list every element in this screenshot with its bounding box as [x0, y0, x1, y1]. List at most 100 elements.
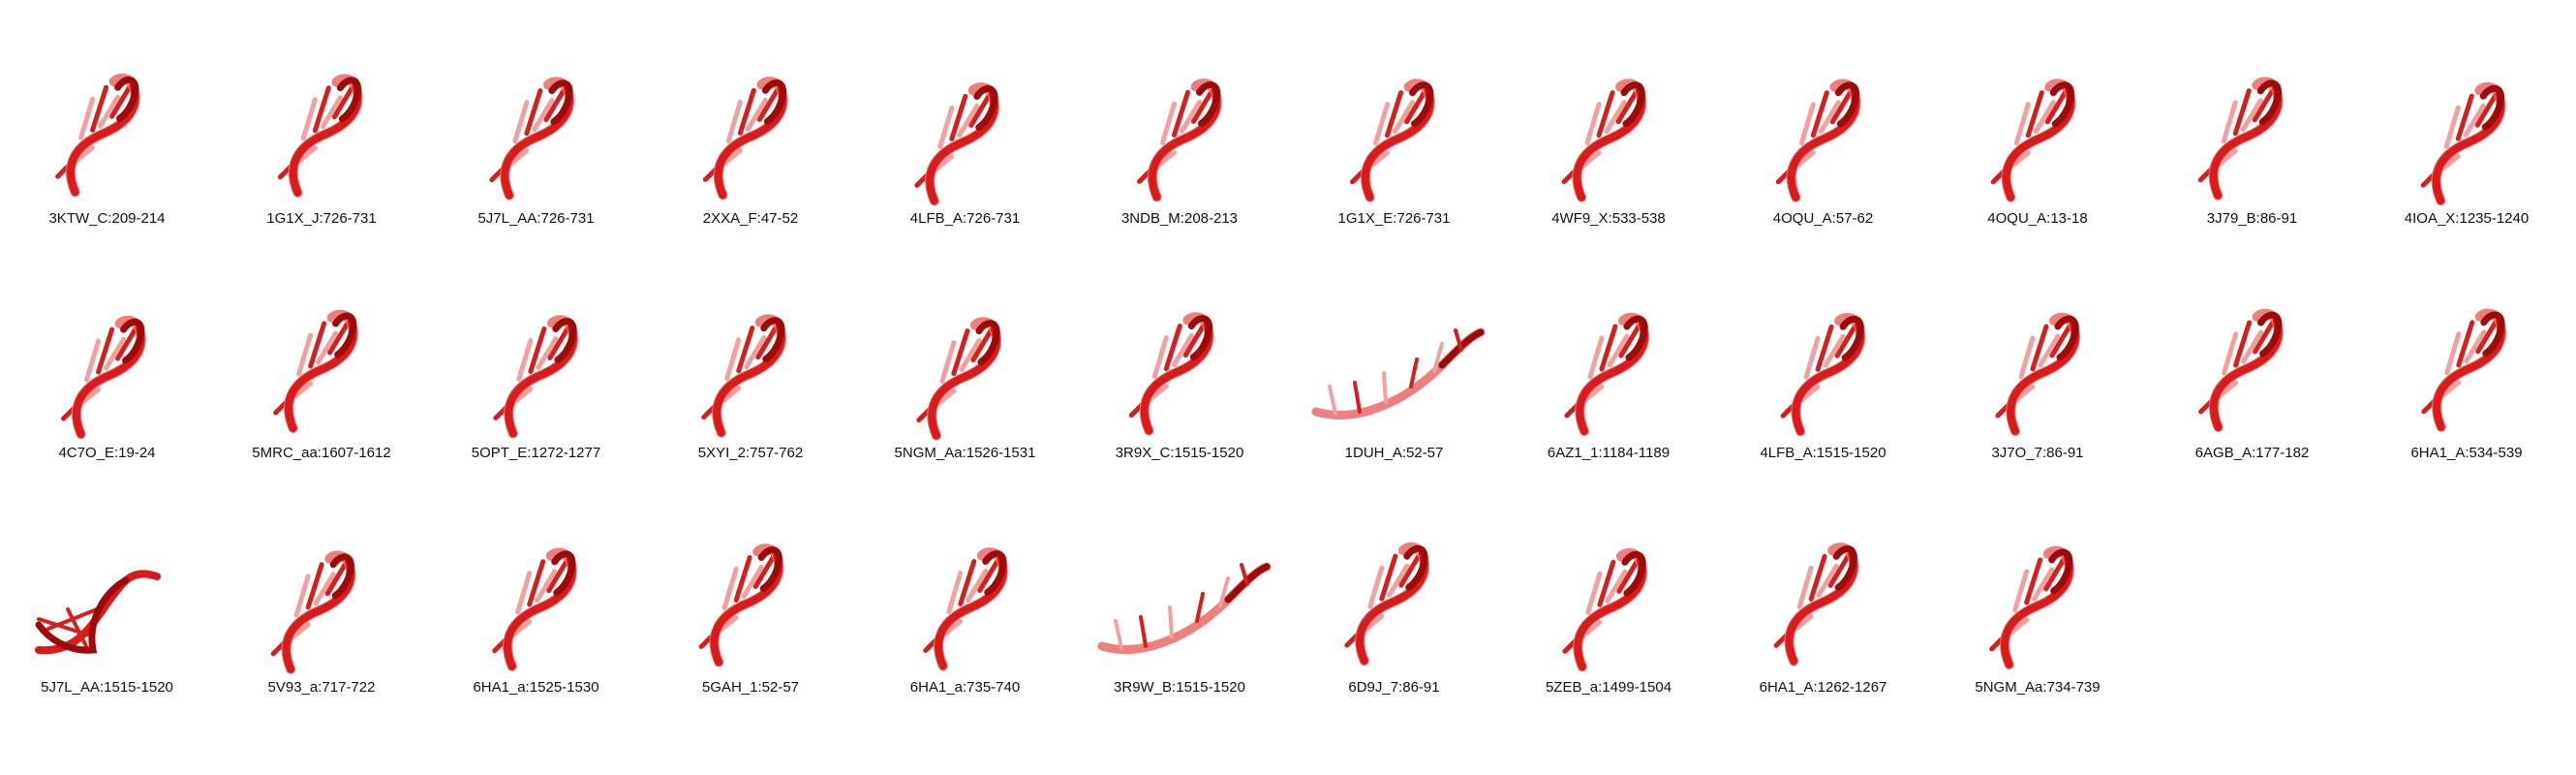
structure-label: 6AZ1_1:1184-1189 [1547, 445, 1671, 461]
base-stick [115, 326, 138, 361]
rna-backbone-icon [700, 314, 786, 438]
structure-cell: 4IOA_X:1235-1240 [2360, 0, 2574, 227]
base-stick [1163, 324, 1182, 372]
backbone-tube [331, 312, 356, 358]
base-stick [2042, 557, 2066, 592]
structure-label: 6D9J_7:86-91 [1348, 679, 1440, 696]
backbone-tube [1438, 328, 1485, 369]
structure-cell: 5NGM_Aa:734-739 [1931, 469, 2145, 696]
structure-cell: 3J79_B:86-91 [2145, 0, 2359, 227]
structure-cell: 2XXA_F:47-52 [644, 0, 858, 227]
base-stick [546, 559, 569, 594]
structure-label: 4LFB_A:1515-1520 [1760, 445, 1886, 461]
backbone-tube [336, 77, 361, 123]
base-stick [1432, 342, 1444, 373]
base-stick [977, 558, 1000, 593]
structure-cell: 5NGM_Aa:1526-1531 [858, 234, 1072, 461]
backbone-tube [1311, 327, 1486, 419]
base-stick [2455, 93, 2474, 141]
base-stick [295, 332, 313, 377]
base-stick [1615, 90, 1639, 125]
base-stick [1179, 99, 1202, 134]
base-stick [1584, 102, 1602, 146]
base-stick [98, 94, 121, 129]
base-stick [547, 326, 570, 360]
base-stick [1171, 89, 1190, 138]
backbone-tube [2257, 311, 2283, 357]
base-stick [2240, 98, 2263, 133]
structure-cell: 5J7L_AA:1515-1520 [0, 469, 214, 696]
base-stick [2017, 335, 2035, 380]
base-stick [1815, 324, 1834, 372]
base-stick [516, 337, 534, 382]
structure-cell: 6AGB_A:177-182 [2145, 234, 2359, 461]
base-stick [1827, 553, 1851, 588]
base-stick [331, 85, 354, 120]
structure-cell: 6AZ1_1:1184-1189 [1502, 234, 1716, 461]
base-stick [946, 570, 964, 614]
backbone-tube [551, 550, 576, 597]
base-stick [293, 574, 311, 618]
structure-label: 6AGB_A:177-182 [2194, 445, 2310, 461]
structure-cell: 4LFB_A:1515-1520 [1716, 234, 1930, 461]
structure-label: 1G1X_J:726-731 [266, 210, 377, 227]
base-stick [2221, 100, 2238, 144]
structure-label: 2XXA_F:47-52 [702, 210, 799, 227]
rna-backbone-icon [493, 315, 578, 439]
backbone-tube [761, 79, 786, 125]
base-stick [2474, 93, 2498, 128]
backbone-tube [1834, 81, 1859, 128]
rna-backbone-icon [914, 82, 999, 206]
structure-label: 4LFB_A:726-731 [909, 210, 1021, 227]
structure-cell: 5OPT_E:1272-1277 [429, 234, 643, 461]
structure-cell: 5J7L_AA:726-731 [429, 0, 643, 227]
backbone-tube [2047, 548, 2072, 595]
rna-backbone-icon [1128, 312, 1213, 436]
structure-label: 6HA1_a:1525-1530 [473, 679, 599, 696]
backbone-tube [1620, 551, 1646, 597]
structure-label: 3NDB_M:208-213 [1120, 210, 1239, 227]
backbone-tube [1409, 81, 1434, 128]
base-stick [1617, 324, 1641, 358]
base-stick [2241, 329, 2264, 364]
rna-backbone-icon [1990, 78, 2075, 202]
rna-backbone-icon [55, 74, 140, 198]
base-stick [735, 326, 754, 374]
base-stick [1834, 324, 1857, 358]
base-stick [725, 99, 743, 143]
base-stick [1586, 335, 1604, 380]
backbone-tube [1195, 81, 1220, 127]
backbone-tube [1839, 315, 1864, 361]
base-stick [2222, 331, 2239, 376]
backbone-tube [1187, 315, 1212, 361]
base-stick [1454, 328, 1463, 352]
rna-backbone-icon [1780, 313, 1866, 437]
base-stick [313, 572, 336, 606]
structure-label: 3J7O_7:86-91 [1991, 445, 2084, 461]
base-stick [524, 88, 543, 137]
structure-cell: 4OQU_A:57-62 [1716, 0, 1930, 227]
structure-label: 4C7O_E:19-24 [58, 445, 156, 461]
backbone-tube [2049, 81, 2074, 128]
rna-backbone-icon [1344, 542, 1429, 666]
rna-backbone-icon [1311, 327, 1486, 419]
structure-label: 6HA1_a:735-740 [909, 679, 1021, 696]
base-stick [78, 96, 96, 140]
backbone-tube [1097, 562, 1271, 654]
base-stick [754, 326, 778, 360]
base-stick [2044, 90, 2068, 125]
base-stick [2013, 102, 2031, 146]
base-stick [958, 558, 977, 606]
base-stick [315, 330, 338, 365]
base-stick [1113, 619, 1123, 650]
structure-label: 3R9W_B:1515-1520 [1114, 679, 1245, 696]
base-stick [1584, 571, 1602, 615]
rna-backbone-icon [1561, 548, 1647, 672]
base-stick [957, 103, 980, 138]
rna-backbone-icon [272, 309, 358, 433]
structure-label: 5OPT_E:1272-1277 [471, 445, 601, 461]
base-stick [535, 569, 558, 604]
base-stick [1409, 357, 1419, 388]
base-stick [1404, 90, 1427, 125]
base-stick [1596, 559, 1615, 607]
